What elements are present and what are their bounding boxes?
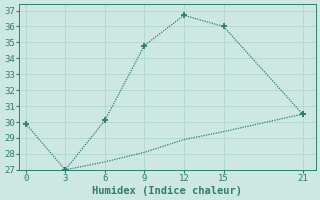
X-axis label: Humidex (Indice chaleur): Humidex (Indice chaleur) [92, 186, 243, 196]
